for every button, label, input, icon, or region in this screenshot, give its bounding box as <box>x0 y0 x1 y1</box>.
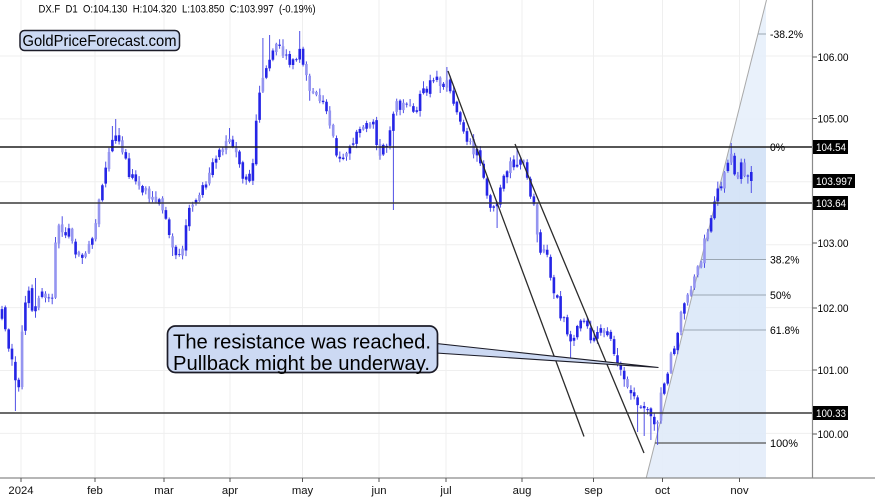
svg-text:may: may <box>292 485 314 497</box>
svg-text:103.997: 103.997 <box>816 176 853 188</box>
svg-text:100%: 100% <box>770 438 798 450</box>
svg-text:106.00: 106.00 <box>818 52 849 64</box>
svg-text:jul: jul <box>439 485 451 497</box>
svg-text:apr: apr <box>222 485 239 497</box>
svg-text:100.00: 100.00 <box>818 429 849 441</box>
svg-text:sep: sep <box>584 485 602 497</box>
svg-text:103.00: 103.00 <box>818 238 849 250</box>
svg-text:feb: feb <box>87 485 103 497</box>
svg-text:104.54: 104.54 <box>816 142 846 154</box>
svg-text:50%: 50% <box>770 290 791 302</box>
svg-text:aug: aug <box>513 485 532 497</box>
svg-text:100.33: 100.33 <box>816 408 846 420</box>
svg-text:103.64: 103.64 <box>816 198 846 210</box>
svg-text:nov: nov <box>730 485 749 497</box>
svg-text:38.2%: 38.2% <box>770 255 800 267</box>
svg-text:Pullback might be underway.: Pullback might be underway. <box>173 353 430 375</box>
svg-text:mar: mar <box>154 485 174 497</box>
svg-text:The resistance was reached.: The resistance was reached. <box>173 332 431 354</box>
svg-text:-38.2%: -38.2% <box>770 29 803 41</box>
svg-text:101.00: 101.00 <box>818 365 849 377</box>
svg-text:0%: 0% <box>770 142 785 154</box>
svg-text:DX.F D1 O:104.130 H:104.320: DX.F D1 O:104.130 H:104.320 L:103.850 C:… <box>39 4 316 16</box>
svg-text:61.8%: 61.8% <box>770 325 800 337</box>
svg-text:jun: jun <box>370 485 386 497</box>
svg-text:105.00: 105.00 <box>818 114 849 126</box>
svg-text:GoldPriceForecast.com: GoldPriceForecast.com <box>23 33 177 50</box>
svg-text:102.00: 102.00 <box>818 303 849 315</box>
svg-text:oct: oct <box>655 485 671 497</box>
svg-text:2024: 2024 <box>8 485 33 497</box>
